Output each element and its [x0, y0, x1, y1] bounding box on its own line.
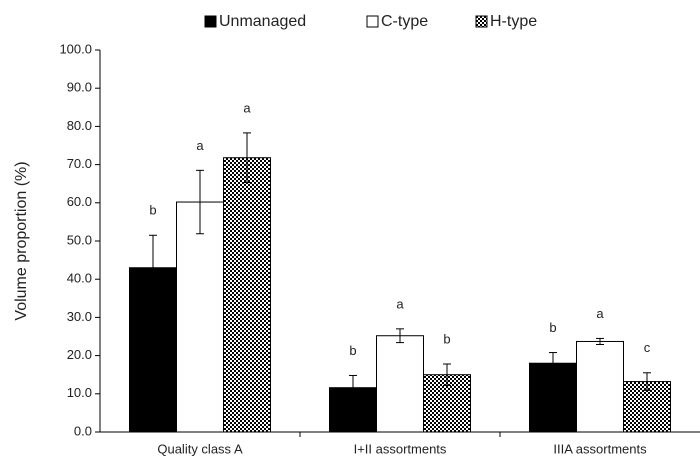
legend-label: H-type [490, 13, 537, 30]
error-bar [349, 374, 357, 401]
error-bar [596, 337, 604, 346]
bar [223, 157, 271, 433]
significance-label: b [349, 343, 356, 358]
y-tick-label: 20.0 [67, 347, 92, 362]
y-tick-label: 30.0 [67, 309, 92, 324]
significance-label: a [243, 100, 251, 115]
y-tick-label: 60.0 [67, 194, 92, 209]
legend-swatch [475, 15, 488, 28]
y-tick-label: 100.0 [59, 41, 92, 56]
y-axis-label: Volume proportion (%) [13, 161, 30, 320]
significance-label: b [549, 320, 556, 335]
y-tick-label: 70.0 [67, 156, 92, 171]
x-tick-label: Quality class A [157, 441, 243, 456]
significance-label: a [396, 296, 404, 311]
error-bar [149, 234, 157, 301]
error-bar [643, 372, 651, 391]
y-tick-label: 80.0 [67, 118, 92, 133]
error-bar [196, 169, 204, 235]
legend-swatch [204, 15, 217, 28]
significance-label: b [443, 331, 450, 346]
bar [576, 340, 624, 433]
significance-label: a [596, 306, 604, 321]
y-tick-label: 50.0 [67, 232, 92, 247]
y-tick-label: 90.0 [67, 80, 92, 95]
error-bar [549, 352, 557, 375]
legend-label: Unmanaged [219, 13, 306, 30]
error-bar [443, 363, 451, 386]
y-tick-label: 40.0 [67, 271, 92, 286]
bar [376, 335, 424, 433]
significance-label: b [149, 203, 156, 218]
legend-label: C-type [381, 13, 428, 30]
significance-label: a [196, 138, 204, 153]
y-tick-label: 10.0 [67, 385, 92, 400]
error-bar [396, 328, 404, 344]
legend: Unmanaged C-type H-type [204, 13, 537, 30]
legend-swatch [366, 15, 379, 28]
bar [176, 201, 224, 433]
error-bar [243, 132, 251, 184]
x-tick-label: IIIA assortments [553, 441, 647, 456]
significance-label: c [644, 340, 651, 355]
y-tick-label: 0.0 [74, 423, 92, 438]
x-tick-label: I+II assortments [354, 441, 447, 456]
